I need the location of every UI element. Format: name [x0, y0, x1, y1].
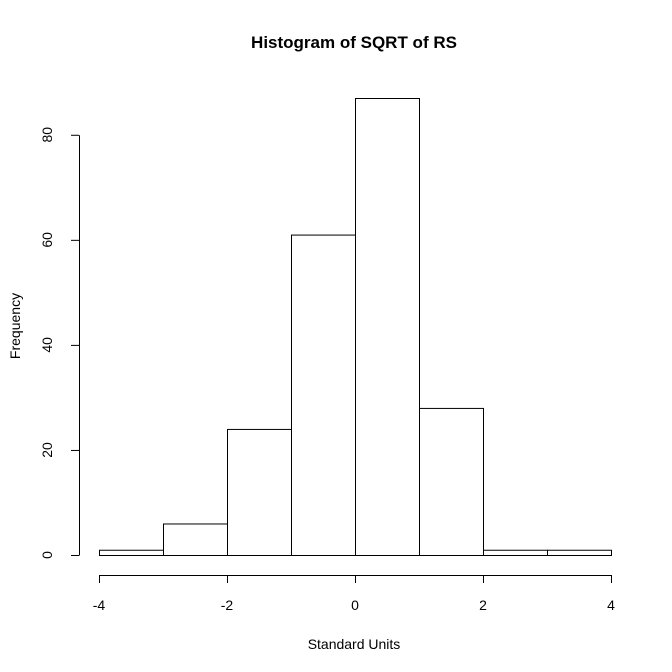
- histogram-bar-0: [99, 549, 164, 557]
- y-axis-label: Frequency: [7, 293, 23, 359]
- y-tick-label: 60: [39, 232, 55, 248]
- histogram-bar-2: [227, 428, 292, 556]
- y-tick-label: 0: [39, 551, 55, 559]
- x-tick-label: -4: [93, 597, 106, 613]
- histogram-bar-1: [163, 523, 228, 557]
- histogram-bar-6: [483, 549, 548, 557]
- x-tick-label: 0: [351, 597, 359, 613]
- y-tick-label: 20: [39, 442, 55, 458]
- x-tick-label: -2: [221, 597, 234, 613]
- histogram-bar-4: [355, 98, 420, 556]
- histogram-bar-5: [419, 407, 484, 556]
- y-tick-label: 80: [39, 127, 55, 143]
- histogram-bar-7: [547, 549, 612, 557]
- x-axis-label: Standard Units: [308, 636, 401, 652]
- x-tick-label: 4: [607, 597, 615, 613]
- bars-group: [99, 98, 612, 557]
- y-axis: 0 20 40 60 80: [39, 127, 80, 559]
- histogram-bar-3: [291, 234, 356, 556]
- chart-title: Histogram of SQRT of RS: [251, 33, 457, 52]
- x-tick-label: 2: [479, 597, 487, 613]
- y-tick-label: 40: [39, 337, 55, 353]
- x-axis: -4 -2 0 2 4: [93, 575, 615, 613]
